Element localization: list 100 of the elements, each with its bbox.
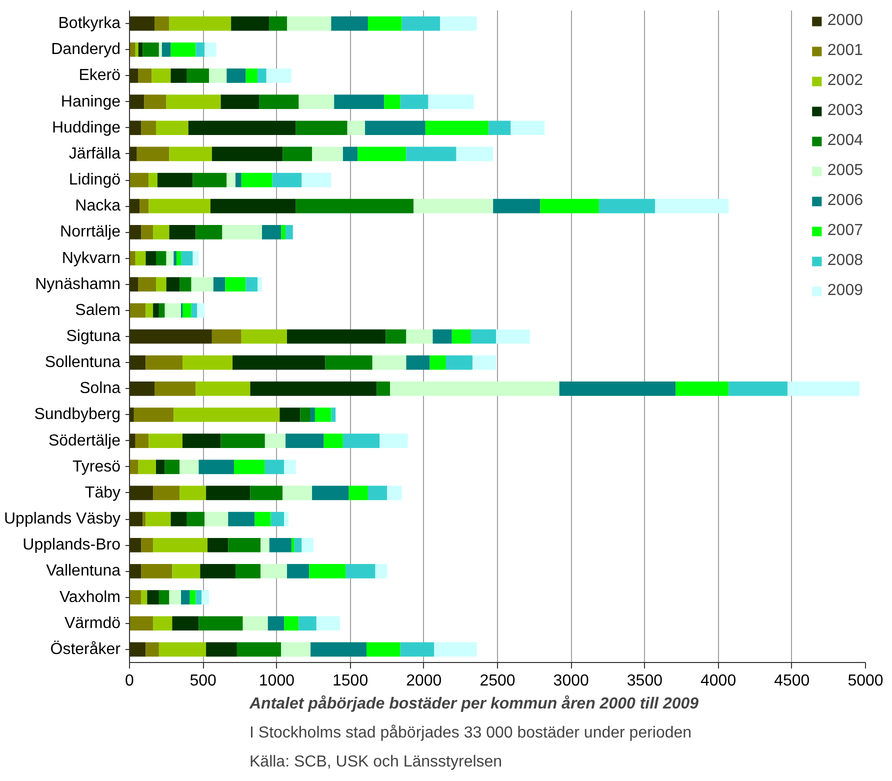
bar: [281, 225, 286, 240]
bar: [331, 408, 336, 422]
bar: [310, 408, 315, 422]
x-tick-label: 3500: [626, 672, 663, 690]
bar: [387, 486, 402, 500]
bar: [406, 329, 433, 344]
bar: [286, 225, 293, 240]
bar: [130, 642, 146, 657]
bar: [302, 172, 332, 188]
bar: [728, 381, 788, 396]
bar: [432, 329, 452, 344]
bar: [213, 277, 226, 292]
bar: [510, 120, 545, 136]
bar: [200, 564, 236, 578]
bar: [190, 590, 196, 604]
bar: [191, 303, 198, 318]
bar: [174, 408, 280, 422]
bar: [140, 198, 149, 214]
bar: [241, 329, 288, 344]
bar: [368, 16, 402, 31]
bar: [488, 120, 511, 136]
bar: [208, 538, 228, 552]
bar: [130, 460, 138, 474]
bar: [540, 198, 600, 214]
bar: [241, 172, 272, 188]
bar: [280, 408, 300, 422]
bar: [130, 16, 155, 31]
bar: [141, 590, 148, 604]
x-tick-label: 0: [125, 672, 134, 690]
bar: [259, 94, 299, 109]
bar: [376, 381, 390, 396]
bar: [204, 512, 228, 526]
bar: [192, 172, 227, 188]
bar: [342, 434, 380, 448]
bar: [169, 590, 182, 604]
bar: [148, 434, 182, 448]
bar: [496, 329, 530, 344]
legend-label: 2008: [827, 252, 863, 270]
bar: [202, 590, 209, 604]
bar: [153, 225, 170, 240]
y-tick-label: Nynäshamn: [35, 276, 120, 293]
bar: [182, 303, 192, 318]
bar: [272, 172, 302, 188]
bar: [180, 460, 199, 474]
bar: [180, 277, 192, 292]
x-tick-label: 4000: [700, 672, 736, 690]
y-tick-label: Värmdö: [64, 614, 121, 632]
bar: [198, 460, 234, 474]
y-tick-label: Sigtuna: [66, 328, 121, 345]
y-tick-label: Huddinge: [52, 119, 121, 136]
bar: [309, 564, 346, 578]
bar: [148, 172, 158, 188]
bar: [264, 460, 284, 474]
bar: [262, 225, 282, 240]
bar: [191, 277, 214, 292]
legend-label: 2002: [827, 72, 863, 90]
bar: [406, 146, 456, 162]
y-tick-label: Upplands-Bro: [22, 536, 121, 554]
bar: [130, 303, 146, 318]
bar: [346, 564, 376, 578]
bar: [130, 381, 155, 396]
bar: [130, 538, 142, 552]
y-tick-label: Österåker: [50, 640, 122, 658]
bar: [386, 329, 406, 344]
bar: [655, 198, 729, 214]
bar: [186, 512, 205, 526]
bar: [170, 42, 196, 57]
bar: [225, 277, 246, 292]
bar: [286, 434, 324, 448]
bar: [282, 486, 312, 500]
x-tick-label: 500: [190, 672, 217, 690]
bar: [130, 42, 136, 57]
y-tick-label: Nykvarn: [62, 250, 121, 267]
bar: [246, 277, 258, 292]
bar: [456, 146, 494, 162]
bar: [264, 434, 286, 448]
bar: [366, 642, 400, 657]
bar: [130, 277, 138, 292]
bar: [414, 198, 494, 214]
bar: [170, 68, 187, 83]
bar: [146, 512, 171, 526]
bar: [181, 251, 193, 266]
bar: [258, 68, 266, 83]
bar: [153, 303, 159, 318]
bar: [284, 616, 299, 631]
bar: [170, 512, 187, 526]
legend-label: 2005: [827, 162, 863, 180]
x-tick-label: 1000: [258, 672, 295, 690]
bar: [138, 42, 143, 57]
legend-label: 2004: [827, 132, 863, 150]
legend-label: 2006: [827, 192, 863, 210]
y-tick-label: Lidingö: [68, 172, 121, 189]
bar: [208, 68, 227, 83]
bar: [146, 355, 182, 370]
bar: [172, 616, 199, 631]
bar: [676, 381, 729, 396]
bar: [135, 434, 149, 448]
bar: [174, 251, 177, 266]
bar: [493, 198, 540, 214]
bar: [164, 303, 182, 318]
